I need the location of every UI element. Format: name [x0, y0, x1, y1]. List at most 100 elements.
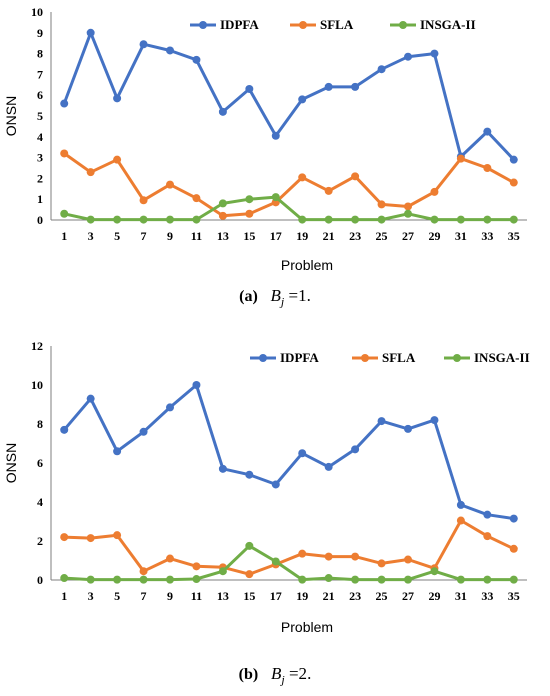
- caption-b-subscript: j: [281, 672, 285, 687]
- data-point-insga-ii-b: [509, 575, 518, 584]
- x-tick-label-b: 35: [508, 589, 520, 603]
- y-tick-label-a: 6: [37, 88, 43, 102]
- legend-marker-sfla-a: [299, 21, 307, 29]
- data-point-idpfa-a: [139, 40, 148, 49]
- data-point-sfla-a: [377, 200, 386, 209]
- x-tick-label-a: 5: [114, 229, 120, 243]
- data-point-sfla-b: [298, 549, 307, 558]
- data-point-sfla-a: [139, 196, 148, 205]
- caption-a: (a) Bj =1.: [0, 286, 550, 309]
- data-point-insga-ii-a: [430, 215, 439, 224]
- data-point-insga-ii-a: [404, 209, 412, 218]
- legend-label-sfla-b: SFLA: [382, 350, 416, 365]
- data-point-idpfa-a: [377, 65, 386, 74]
- data-point-idpfa-b: [430, 416, 439, 425]
- x-tick-label-b: 17: [270, 589, 282, 603]
- data-point-idpfa-b: [351, 445, 360, 454]
- data-point-idpfa-b: [404, 424, 412, 433]
- x-tick-label-a: 1: [61, 229, 67, 243]
- x-tick-label-b: 27: [402, 589, 414, 603]
- y-tick-label-b: 2: [37, 534, 43, 548]
- caption-b-symbol: B: [270, 664, 282, 683]
- data-point-sfla-b: [509, 544, 518, 553]
- x-tick-label-a: 15: [243, 229, 255, 243]
- x-tick-label-b: 15: [243, 589, 255, 603]
- legend-label-insga-ii-a: INSGA-II: [420, 17, 476, 32]
- legend-label-idpfa-b: IDPFA: [280, 350, 319, 365]
- data-point-idpfa-b: [218, 464, 227, 473]
- data-point-idpfa-b: [245, 470, 254, 479]
- data-point-sfla-b: [60, 533, 69, 542]
- data-point-idpfa-a: [113, 94, 122, 103]
- caption-b-end: .: [307, 664, 312, 683]
- data-point-sfla-a: [298, 173, 307, 182]
- y-tick-label-b: 6: [37, 456, 43, 470]
- data-point-idpfa-a: [166, 46, 174, 55]
- x-tick-label-a: 25: [376, 229, 388, 243]
- data-point-sfla-a: [113, 155, 122, 164]
- x-axis-title-a: Problem: [281, 257, 333, 273]
- x-tick-label-a: 19: [296, 229, 308, 243]
- data-point-insga-ii-a: [218, 199, 227, 208]
- caption-a-label: (a): [239, 288, 258, 305]
- data-point-insga-ii-b: [60, 574, 69, 583]
- x-tick-label-a: 31: [455, 229, 467, 243]
- x-tick-label-b: 7: [141, 589, 147, 603]
- data-point-idpfa-a: [218, 107, 227, 116]
- y-tick-label-b: 10: [31, 378, 43, 392]
- data-point-insga-ii-b: [430, 567, 439, 576]
- data-point-insga-ii-a: [324, 215, 333, 224]
- data-point-insga-ii-b: [324, 574, 333, 583]
- data-point-idpfa-a: [509, 155, 518, 164]
- data-point-sfla-a: [60, 149, 69, 158]
- data-point-sfla-a: [456, 154, 465, 163]
- data-point-insga-ii-a: [483, 215, 492, 224]
- data-point-insga-ii-b: [351, 575, 360, 584]
- data-point-idpfa-a: [298, 95, 307, 104]
- data-point-insga-ii-a: [298, 215, 307, 224]
- y-tick-label-b: 12: [31, 339, 43, 353]
- x-tick-label-b: 1: [61, 589, 67, 603]
- data-point-insga-ii-a: [166, 215, 174, 224]
- data-point-insga-ii-b: [86, 575, 95, 584]
- legend-marker-idpfa-b: [259, 354, 267, 362]
- data-point-insga-ii-a: [271, 193, 280, 202]
- data-point-insga-ii-a: [245, 195, 254, 204]
- data-point-sfla-b: [483, 532, 492, 541]
- x-axis-title-b: Problem: [281, 619, 333, 635]
- x-tick-label-b: 19: [296, 589, 308, 603]
- data-point-idpfa-a: [483, 127, 492, 136]
- legend-marker-insga-ii-b: [453, 354, 461, 362]
- legend-marker-insga-ii-a: [399, 21, 407, 29]
- data-point-sfla-b: [324, 552, 333, 561]
- caption-a-symbol: B: [270, 286, 281, 305]
- data-point-insga-ii-a: [456, 215, 465, 224]
- series-line-insga-ii-b: [64, 544, 514, 582]
- data-point-idpfa-b: [298, 449, 307, 458]
- x-tick-label-b: 21: [323, 589, 335, 603]
- x-tick-label-a: 11: [191, 229, 202, 243]
- caption-b-label: (b): [238, 666, 259, 683]
- data-point-sfla-b: [86, 534, 95, 543]
- y-axis-title-a: ONSN: [3, 96, 19, 136]
- x-tick-label-a: 3: [88, 229, 94, 243]
- data-point-idpfa-a: [60, 99, 69, 108]
- x-tick-label-b: 11: [191, 589, 202, 603]
- series-line-sfla-b: [64, 519, 515, 576]
- x-tick-label-a: 23: [349, 229, 361, 243]
- data-point-insga-ii-b: [139, 575, 148, 584]
- data-point-idpfa-a: [324, 82, 333, 91]
- data-point-insga-ii-a: [113, 215, 122, 224]
- data-point-idpfa-b: [324, 462, 333, 471]
- x-tick-label-b: 31: [455, 589, 467, 603]
- legend-marker-sfla-b: [361, 354, 369, 362]
- data-point-idpfa-b: [456, 500, 465, 509]
- data-point-idpfa-a: [404, 52, 412, 61]
- data-point-idpfa-b: [60, 425, 69, 434]
- legend-label-insga-ii-b: INSGA-II: [474, 350, 530, 365]
- x-tick-label-b: 33: [481, 589, 493, 603]
- data-point-sfla-b: [351, 552, 360, 561]
- data-point-sfla-a: [86, 168, 95, 177]
